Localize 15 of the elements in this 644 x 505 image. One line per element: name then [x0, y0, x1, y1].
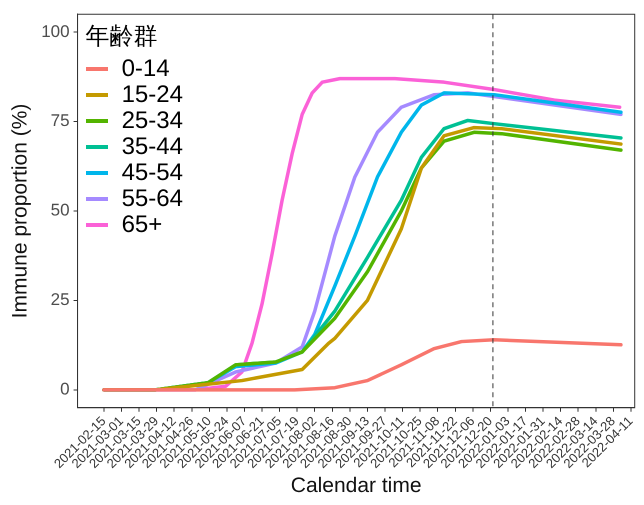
y-tick-label: 0 [60, 380, 70, 399]
y-tick-label: 75 [50, 111, 70, 130]
y-tick-label: 50 [50, 200, 70, 220]
y-axis-title: Immune proportion (%) [8, 104, 32, 318]
legend-label: 65+ [122, 211, 162, 238]
legend-label: 25-34 [122, 107, 183, 134]
legend-label: 15-24 [122, 81, 183, 108]
y-tick-label: 25 [50, 290, 70, 310]
legend-label: 45-54 [122, 159, 183, 186]
legend-label: 0-14 [122, 55, 170, 82]
legend-label: 35-44 [122, 133, 183, 160]
legend-label: 55-64 [122, 185, 183, 212]
x-axis-title: Calendar time [290, 474, 422, 498]
y-tick-label: 100 [41, 22, 70, 41]
legend-title: 年齢群 [86, 22, 159, 52]
